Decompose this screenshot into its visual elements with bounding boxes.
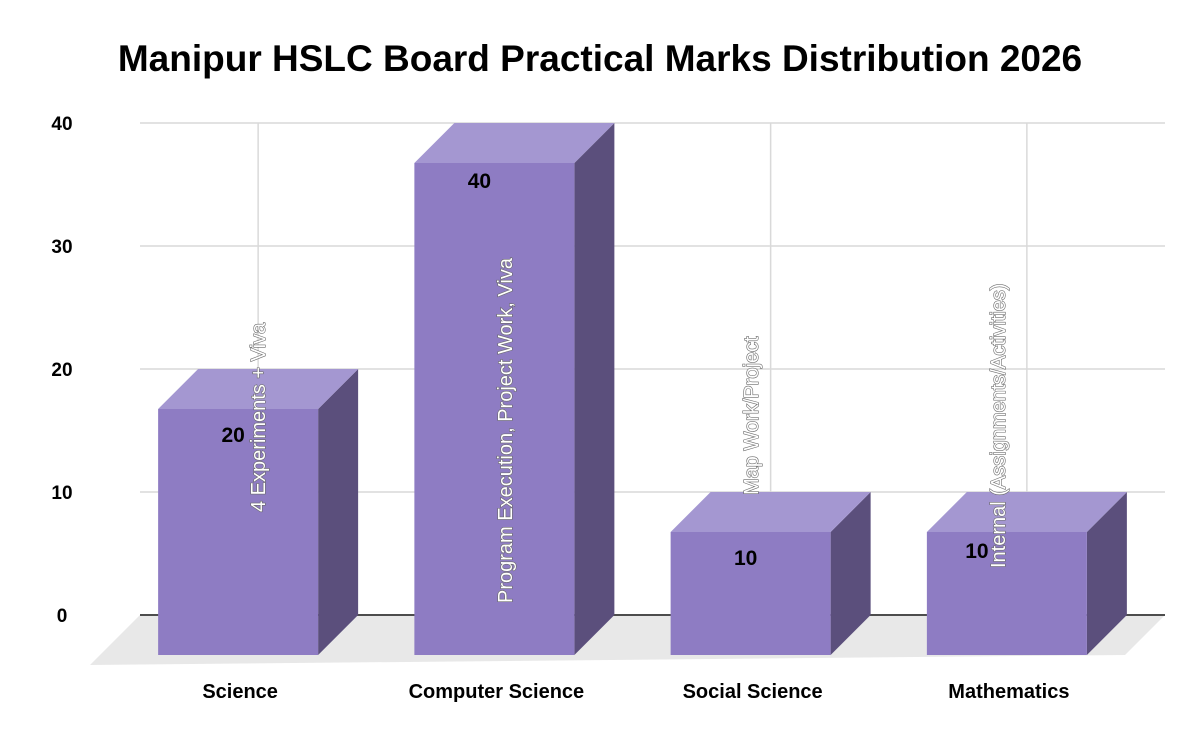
labels-layer: 20 4 Experiments + Viva 40 Program Executio… bbox=[221, 170, 1010, 604]
y-tick-label: 40 bbox=[51, 114, 72, 135]
bar-top bbox=[414, 123, 615, 163]
bar-side bbox=[574, 123, 615, 655]
bars-layer bbox=[158, 123, 1127, 655]
bar-value-label: 40 bbox=[468, 170, 491, 193]
chart-floor bbox=[90, 615, 1165, 665]
bar-annotation: Program Execution, Project Work, Viva bbox=[495, 257, 517, 603]
x-axis-categories: Science Computer Science Social Science Mat… bbox=[202, 681, 1069, 703]
x-category-label: Social Science bbox=[683, 681, 823, 703]
bar-side bbox=[318, 369, 359, 655]
x-category-label: Science bbox=[202, 681, 278, 703]
bar-front bbox=[158, 409, 319, 655]
bar-value-label: 10 bbox=[965, 540, 988, 563]
bar-annotation: 4 Experiments + Viva bbox=[248, 322, 270, 512]
bar-front bbox=[414, 163, 575, 655]
bar-top bbox=[926, 492, 1127, 532]
chart-floor-layer bbox=[90, 615, 1165, 665]
bar bbox=[926, 492, 1127, 655]
bar-front bbox=[670, 532, 831, 655]
y-axis-ticks: 0 10 20 30 40 bbox=[51, 114, 72, 627]
bar-annotation: Map Work/Project bbox=[741, 336, 763, 495]
bar-value-label: 20 bbox=[221, 424, 244, 447]
bar-side bbox=[830, 492, 871, 655]
y-tick-label: 20 bbox=[51, 360, 72, 381]
bar-side bbox=[1086, 492, 1127, 655]
y-tick-label: 30 bbox=[51, 237, 72, 258]
y-tick-label: 10 bbox=[51, 483, 72, 504]
chart-title: Manipur HSLC Board Practical Marks Distr… bbox=[117, 38, 1083, 79]
x-category-label: Mathematics bbox=[948, 681, 1069, 703]
bar-top bbox=[158, 369, 359, 409]
bar bbox=[414, 123, 615, 655]
bar-value-label: 10 bbox=[734, 547, 757, 570]
x-category-label: Computer Science bbox=[409, 681, 585, 703]
bar-front bbox=[926, 532, 1087, 655]
bar-annotation: Internal (Assignments/Activities) bbox=[988, 283, 1010, 568]
bar bbox=[158, 369, 359, 655]
bar-top bbox=[670, 492, 871, 532]
bar bbox=[670, 492, 871, 655]
y-tick-label: 0 bbox=[57, 606, 68, 627]
